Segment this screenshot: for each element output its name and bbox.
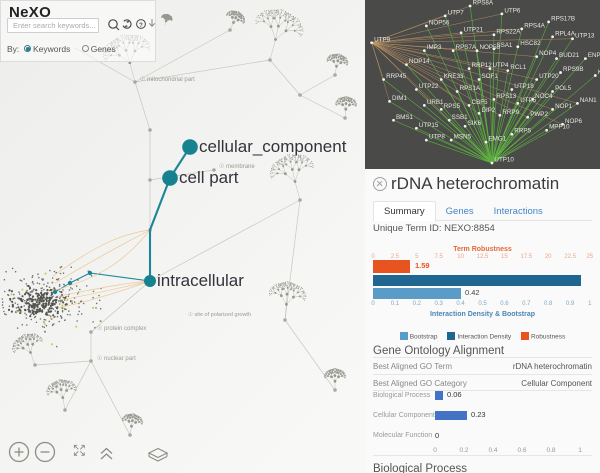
- svg-text:RRP5: RRP5: [514, 128, 531, 135]
- svg-text:SOF1: SOF1: [482, 73, 499, 80]
- svg-text:SSB1: SSB1: [452, 114, 469, 121]
- svg-text:EMG1: EMG1: [488, 136, 506, 143]
- svg-text:SIK6: SIK6: [468, 120, 482, 127]
- svg-text:BMS1: BMS1: [396, 114, 414, 121]
- svg-text:UTP5: UTP5: [520, 97, 537, 104]
- svg-text:URB1: URB1: [427, 99, 444, 106]
- svg-text:UTP13: UTP13: [575, 32, 595, 39]
- svg-text:RPS9B: RPS9B: [563, 66, 584, 73]
- svg-text:RPS17B: RPS17B: [551, 15, 575, 22]
- svg-text:RPL4A: RPL4A: [555, 30, 576, 37]
- svg-text:RCL1: RCL1: [510, 64, 527, 71]
- svg-text:UTP21: UTP21: [464, 26, 484, 33]
- svg-text:UTP20: UTP20: [539, 73, 559, 80]
- svg-text:UTP10: UTP10: [494, 157, 514, 164]
- svg-text:SSA1: SSA1: [496, 42, 513, 49]
- svg-text:RPS7A: RPS7A: [456, 44, 477, 51]
- svg-text:UTP4: UTP4: [492, 62, 508, 69]
- svg-text:RPS5: RPS5: [444, 103, 461, 110]
- svg-text:RRP12: RRP12: [472, 62, 493, 69]
- svg-text:MPP10: MPP10: [549, 124, 570, 131]
- svg-text:NAN1: NAN1: [580, 97, 597, 104]
- svg-text:RPS4A: RPS4A: [524, 22, 545, 29]
- svg-text:DIP2: DIP2: [482, 107, 496, 114]
- svg-text:BUD21: BUD21: [559, 52, 580, 59]
- svg-text:NOP56: NOP56: [429, 19, 450, 26]
- svg-text:CBF5: CBF5: [472, 99, 489, 106]
- svg-text:UTP8: UTP8: [429, 134, 445, 141]
- svg-text:RRP45: RRP45: [386, 73, 407, 80]
- svg-text:NOP1: NOP1: [555, 103, 573, 110]
- svg-text:UTP7: UTP7: [448, 9, 465, 16]
- svg-text:UTP15: UTP15: [419, 122, 439, 129]
- svg-text:UTP22: UTP22: [419, 83, 439, 90]
- svg-text:UTP18: UTP18: [514, 83, 534, 90]
- svg-text:PWP2: PWP2: [530, 111, 548, 118]
- svg-text:POL5: POL5: [555, 85, 572, 92]
- svg-text:MSN5: MSN5: [454, 134, 472, 141]
- svg-text:RRP9: RRP9: [502, 109, 519, 116]
- svg-text:KRE33: KRE33: [444, 73, 464, 80]
- svg-text:RPS13: RPS13: [496, 93, 516, 100]
- svg-text:HSC82: HSC82: [520, 40, 541, 47]
- svg-text:NOC4: NOC4: [535, 93, 553, 100]
- svg-text:RPS8A: RPS8A: [473, 0, 494, 6]
- svg-text:NOP4: NOP4: [539, 50, 557, 57]
- svg-text:RPS22A: RPS22A: [496, 28, 521, 35]
- svg-text:UTP9: UTP9: [374, 36, 391, 43]
- svg-text:ENP1: ENP1: [588, 52, 600, 59]
- svg-text:IMP3: IMP3: [427, 44, 442, 51]
- svg-text:RPS1A: RPS1A: [460, 85, 481, 92]
- svg-text:DIM1: DIM1: [392, 95, 407, 102]
- svg-text:UTP6: UTP6: [504, 7, 521, 14]
- svg-text:NOP14: NOP14: [409, 58, 430, 65]
